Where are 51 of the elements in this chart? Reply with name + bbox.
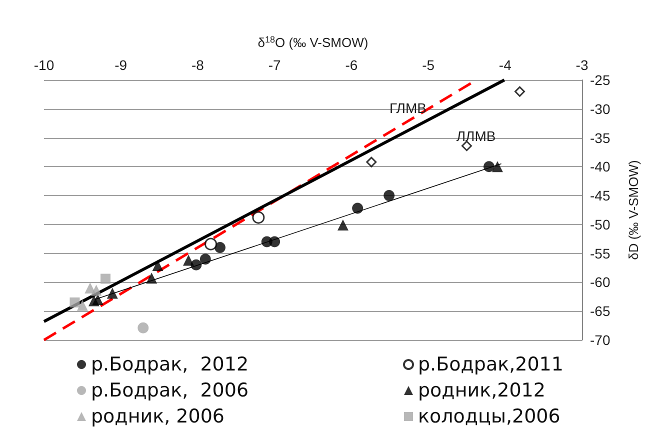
point — [384, 190, 395, 202]
y-tick-label: -25 — [590, 72, 610, 88]
point — [204, 238, 218, 250]
point — [492, 161, 503, 172]
y-axis-title: δD (‰ V-SMOW) — [626, 160, 641, 260]
y-tick-label: -65 — [590, 303, 610, 320]
point — [70, 297, 80, 308]
y-tick-label: -35 — [590, 130, 610, 146]
x-tick-label: -5 — [422, 57, 435, 73]
point — [514, 86, 525, 97]
point — [100, 274, 110, 284]
y-tick-label: -30 — [590, 100, 610, 117]
annotation: ЛЛМВ — [456, 128, 496, 144]
point — [190, 259, 202, 270]
x-tick-label: -3 — [576, 57, 588, 73]
point — [106, 288, 118, 299]
y-tick-label: -60 — [590, 274, 610, 290]
point — [484, 161, 495, 172]
legend-label: р.Бодрак, 2006 — [91, 380, 249, 402]
legend-label: родник,2012 — [418, 380, 546, 402]
x-tick-label: -9 — [114, 57, 128, 73]
point — [152, 260, 164, 271]
legend-label: р.Бодрак,2011 — [418, 354, 564, 376]
y-tick-label: -40 — [590, 158, 610, 175]
point — [252, 211, 265, 224]
x-tick-label: -4 — [498, 57, 512, 73]
y-tick-label: -55 — [590, 245, 610, 262]
x-tick-label: -6 — [345, 57, 358, 73]
y-tick-label: -50 — [590, 216, 610, 232]
point — [138, 322, 149, 334]
point — [214, 242, 226, 254]
point — [269, 236, 280, 248]
x-tick-label: -8 — [191, 57, 204, 73]
point — [146, 272, 158, 284]
x-tick-label: -7 — [268, 57, 282, 73]
y-tick-label: -70 — [590, 332, 610, 348]
legend-label: родник, 2006 — [91, 406, 225, 428]
legend-label: колодцы,2006 — [418, 406, 560, 428]
point — [200, 254, 211, 265]
annotation: ГЛМВ — [390, 100, 426, 116]
y-tick-label: -45 — [590, 188, 610, 204]
point — [182, 254, 194, 266]
point — [366, 156, 377, 168]
x-tick-label: -10 — [34, 57, 54, 73]
point — [337, 220, 348, 231]
point — [92, 294, 104, 306]
point — [461, 140, 472, 152]
legend-label: р.Бодрак, 2012 — [91, 354, 249, 376]
point — [352, 202, 364, 214]
point — [90, 284, 102, 296]
point — [76, 300, 88, 311]
